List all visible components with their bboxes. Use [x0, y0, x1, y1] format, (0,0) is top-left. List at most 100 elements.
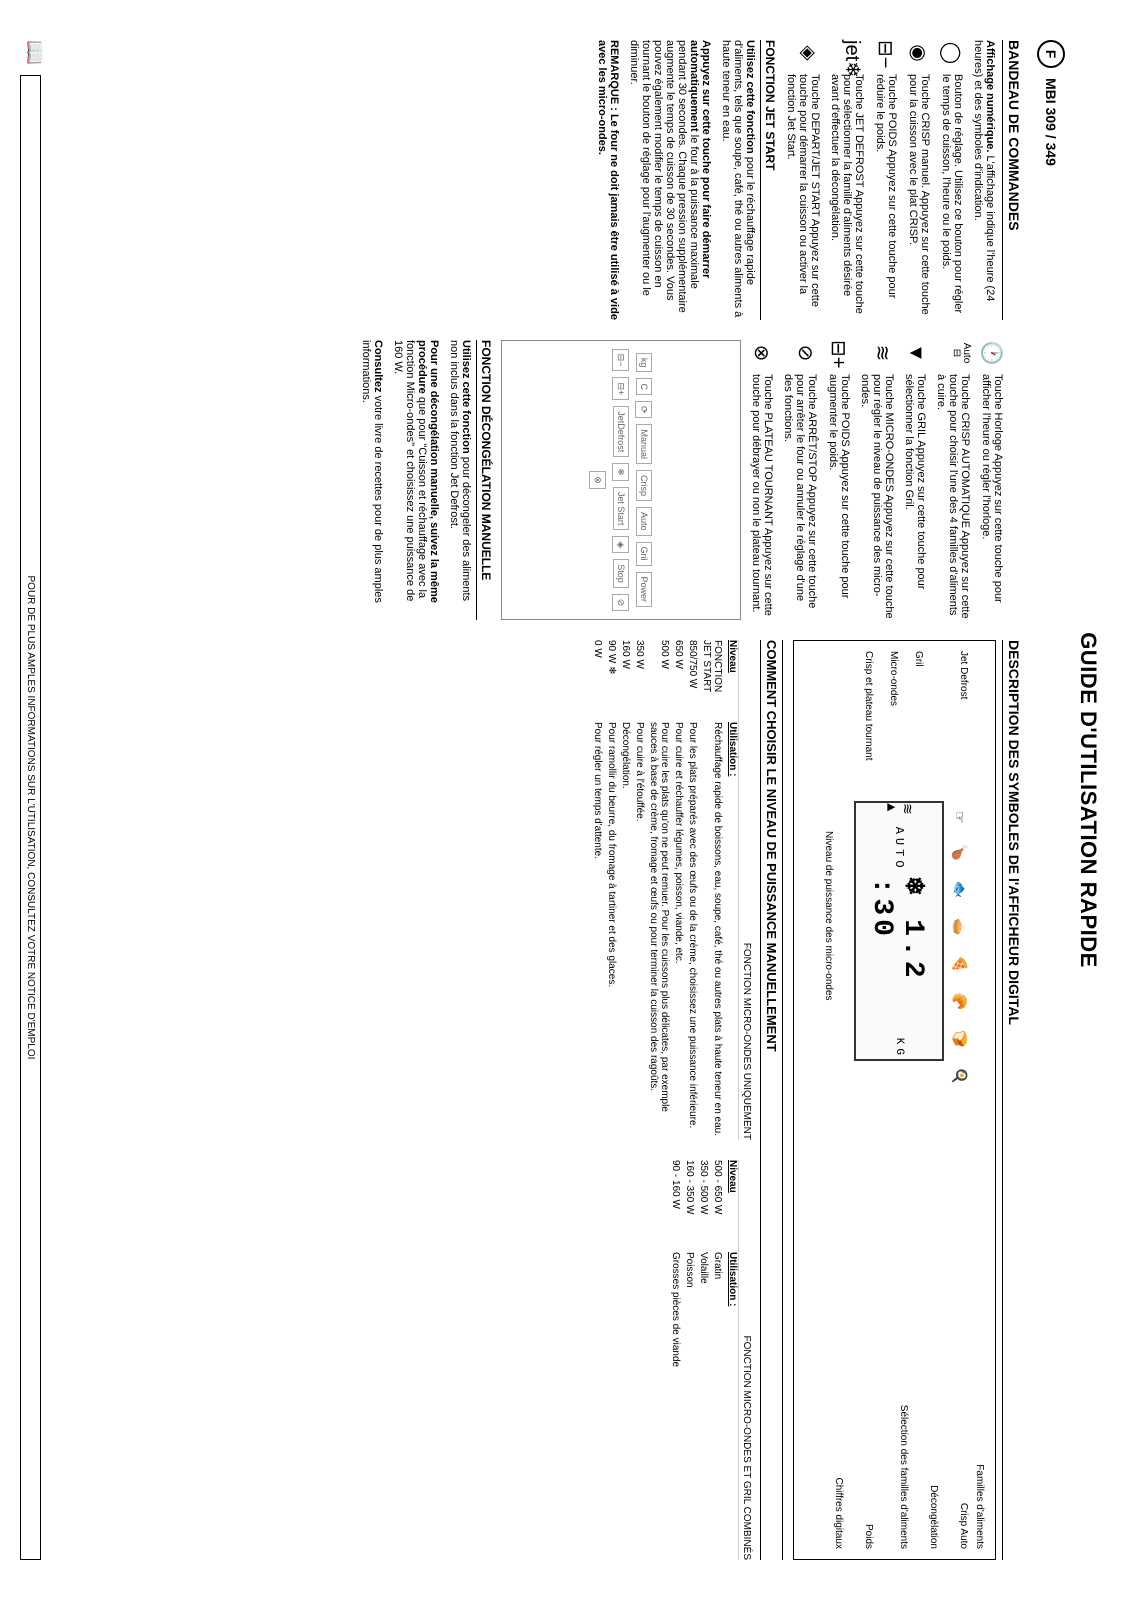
remark-text: REMARQUE : Le four ne doit jamais être u… — [596, 40, 620, 320]
knob-icon: ◯ — [939, 40, 964, 66]
sym-micro: Micro-ondes — [888, 651, 899, 706]
weight-minus-icon: ⊟− — [873, 40, 898, 66]
mw-gril-label: FONCTION MICRO-ONDES ET GRIL COMBINÉS — [741, 1336, 752, 1560]
sym-power: Niveau de puissance des micro-ondes — [823, 831, 834, 1001]
sym-gril: Gril — [913, 651, 924, 667]
power-level: 160 - 350 W — [684, 1160, 695, 1240]
jetstart-fn-title: FONCTION JET START — [760, 40, 777, 320]
defrost-fn-title: FONCTION DÉCONGÉLATION MANUELLE — [476, 340, 493, 620]
control-panel-diagram: kg C ⟳ Manual Crisp Auto Gril Power ⊟−⊟+… — [501, 340, 741, 620]
footer-text: POUR DE PLUS AMPLES INFORMATIONS SUR L'U… — [20, 75, 41, 1560]
stop-title: Touche ARRÊT/STOP — [806, 374, 818, 482]
weight-plus-icon: ⊟+ — [826, 340, 851, 366]
diag-jetdefrost: JetDefrost — [613, 406, 629, 457]
power-level: 160 W — [620, 640, 631, 710]
language-badge: F — [1037, 40, 1065, 68]
micro-title: Touche MICRO-ONDES — [883, 374, 895, 492]
knob-title: Bouton de réglage. — [952, 74, 964, 167]
power-level: 90 W ❄ — [606, 640, 617, 710]
sym-decongelation: Décongélation — [928, 1485, 939, 1549]
power-level: 650 W — [673, 640, 684, 710]
power-usage: Pour régler un temps d'attente. — [592, 722, 603, 1140]
gril-icon: ▼ — [904, 340, 927, 366]
crisp-auto-icon: Auto⊟ — [951, 340, 971, 366]
stop-icon: ⊘ — [793, 340, 818, 366]
clock-title: Touche Horloge — [992, 374, 1004, 451]
display-top-icons: ☞ 🍗 🐟 🥧 🍕 🥐 🍞 🍳 — [951, 811, 968, 1093]
power-level: 350 W — [634, 640, 645, 710]
power-row: 650 W Pour cuire et réchauffer légumes, p… — [673, 640, 684, 1140]
diag-c: C — [636, 378, 652, 395]
power-row: 90 - 160 W Grosses pièces de viande — [670, 1160, 681, 1560]
diag-manual: Manual — [636, 424, 652, 464]
power-level: 850/750 W — [687, 640, 698, 710]
digital-screen: ≋▲ AUTO ❄ 1.2 :30 KG — [854, 801, 944, 1061]
h-util-2: Utilisation : — [727, 1252, 738, 1306]
crisp-manual-title: Touche CRISP manuel. — [919, 74, 931, 188]
power-usage: Pour ramollir du beurre, du fromage à ta… — [606, 722, 617, 1140]
page-title: GUIDE D'UTILISATION RAPIDE — [1075, 40, 1101, 1560]
power-level: 500 - 650 W — [712, 1160, 723, 1240]
power-usage: Décongélation. — [620, 722, 631, 1140]
start-title: Touche DEPART/JET START — [809, 74, 821, 216]
turntable-title: Touche PLATEAU TOURNANT — [762, 374, 774, 525]
micro-icon: ≋ — [870, 340, 895, 366]
sym-chiffres: Chiffres digitaux — [833, 1477, 844, 1549]
digital-display-box: Familles d'aliments ☞ 🍗 🐟 🥧 🍕 🥐 🍞 🍳 ≋▲ A… — [793, 640, 996, 1560]
symbols-title: DESCRIPTION DES SYMBOLES DE l'AFFICHEUR … — [1002, 640, 1022, 1560]
power-level: 90 - 160 W — [670, 1160, 681, 1240]
power-level: 350 - 500 W — [698, 1160, 709, 1240]
diag-crisp: Crisp — [636, 470, 652, 501]
weight2-title: Touche POIDS — [839, 374, 851, 447]
diag-stop: Stop — [613, 559, 629, 588]
start-icon: ◈ — [796, 40, 821, 66]
defrost-desc3: Consultez — [372, 340, 384, 393]
power-row: 500 - 650 W Gratin — [712, 1160, 723, 1560]
clock-icon: 🕐 — [979, 340, 1004, 366]
power-level: 500 W — [659, 640, 670, 710]
diag-gril: Gril — [636, 542, 652, 566]
mw-only-label: FONCTION MICRO-ONDES UNIQUEMENT — [741, 943, 752, 1140]
auto-indicator: AUTO — [892, 827, 906, 872]
power-level: 0 W — [592, 640, 603, 710]
kg-indicator: KG — [893, 1038, 905, 1059]
sym-crisp: Crisp et plateau tournant — [863, 651, 874, 761]
power-title: COMMENT CHOISIR LE NIVEAU DE PUISSANCE M… — [760, 640, 783, 1560]
diag-kg: kg — [636, 353, 652, 373]
h-niveau-1: Niveau — [727, 640, 738, 710]
power-usage: Pour cuire les plats qu'on ne peut remue… — [648, 722, 670, 1140]
jetdefrost-icon: jet❄ — [840, 40, 865, 66]
panel-title: BANDEAU DE COMMANDES — [1002, 40, 1022, 320]
display-title: Affichage numérique. — [984, 40, 996, 152]
power-usage: Grosses pièces de viande — [670, 1252, 681, 1560]
power-usage: Pour cuire à l'étouffée. — [634, 722, 645, 1140]
diag-power: Power — [636, 572, 652, 608]
book-icon: 📖 — [22, 40, 47, 65]
sym-poids: Poids — [863, 1524, 874, 1549]
gril-title: Touche GRIL — [915, 374, 927, 438]
turntable-icon: ⊗ — [749, 340, 774, 366]
diag-jetstart: Jet Start — [613, 487, 629, 531]
h-util-1: Utilisation : — [727, 722, 738, 776]
power-row: 350 - 500 WVolaille — [698, 1160, 709, 1560]
defrost-desc1: Utilisez cette fonction — [460, 340, 472, 454]
families-label: Familles d'aliments — [974, 651, 985, 1549]
power-row: 160 W Décongélation. — [620, 640, 631, 1140]
power-usage: Réchauffage rapide de boissons, eau, sou… — [712, 722, 723, 1140]
power-row: 350 W Pour cuire à l'étouffée. — [634, 640, 645, 1140]
power-level: FONCTION JET START — [701, 640, 723, 710]
h-niveau-2: Niveau — [727, 1160, 738, 1240]
model-number: MBI 309 / 349 — [1043, 78, 1059, 166]
crisp-manual-icon: ◉ — [906, 40, 931, 66]
sym-crispauto: Crisp Auto — [958, 1503, 969, 1549]
sym-jetdefrost: Jet Defrost — [958, 651, 969, 699]
sym-selection: Sélection des familles d'aliments — [898, 1405, 909, 1549]
power-row: 500 W Pour cuire les plats qu'on ne peut … — [648, 640, 670, 1140]
weight1-title: Touche POIDS — [886, 74, 898, 147]
power-usage: Gratin — [712, 1252, 723, 1560]
jetdefrost-title: Touche JET DEFROST — [853, 74, 865, 187]
power-usage: Pour cuire et réchauffer légumes, poisso… — [673, 722, 684, 1140]
power-row: 90 W ❄ Pour ramollir du beurre, du fromag… — [606, 640, 617, 1140]
power-row: 160 - 350 WPoisson — [684, 1160, 695, 1560]
jetstart-desc1: Utilisez cette fonction — [744, 40, 756, 154]
